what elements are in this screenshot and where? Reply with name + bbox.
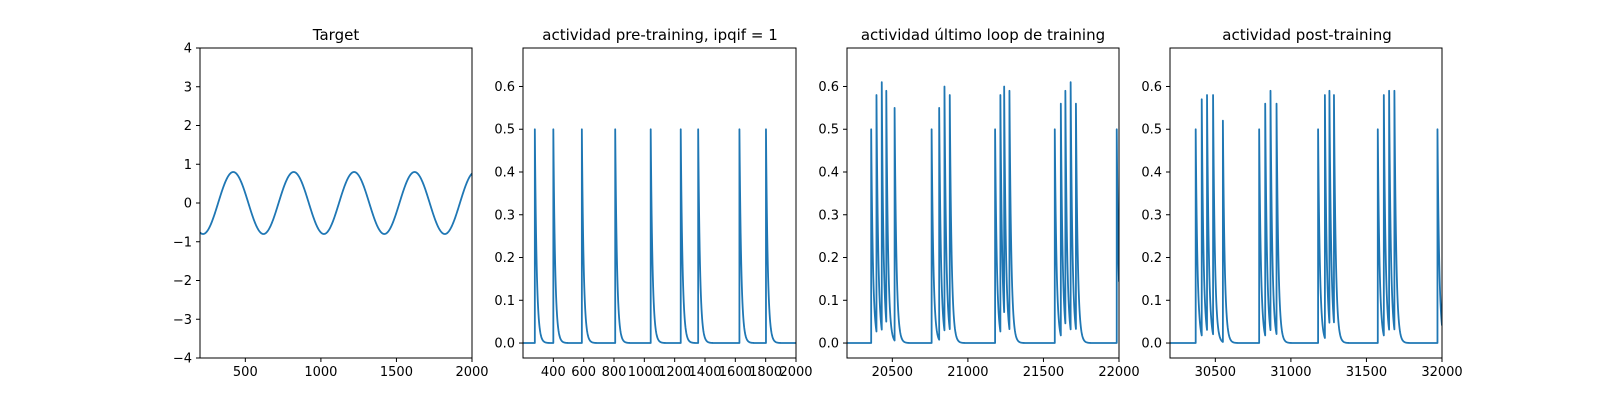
panel-2-xtick-label-5: 1400	[688, 365, 721, 380]
panel-2-xtick-label-1: 600	[571, 365, 596, 380]
panel-3-ytick-label-1: 0.1	[818, 294, 839, 309]
panel-4-series-line	[1170, 91, 1442, 343]
panel-3-ytick-label-2: 0.2	[818, 251, 839, 266]
panel-2-title: actividad pre-training, ipqif = 1	[542, 26, 778, 44]
panel-3-xtick-label-1: 21000	[947, 365, 988, 380]
panel-4-xtick-label-0: 30500	[1195, 365, 1236, 380]
panel-1-ytick-label-6: 2	[184, 119, 192, 134]
panel-1-title: Target	[312, 26, 360, 44]
panel-1-xtick-label-0: 500	[233, 365, 258, 380]
panel-3-ytick-label-5: 0.5	[818, 123, 839, 138]
panel-1-xtick-label-1: 1000	[304, 365, 337, 380]
panel-1-series-line	[200, 172, 472, 234]
panel-2-ytick-label-0: 0.0	[494, 337, 515, 352]
panel-1-axes-frame	[200, 48, 472, 358]
panel-3: actividad último loop de training 20500 2…	[818, 26, 1139, 380]
panel-1-ytick-label-0: −4	[173, 352, 192, 367]
panel-2-xtick-label-6: 1600	[719, 365, 752, 380]
panel-2-axes-frame	[523, 48, 796, 358]
panel-1-ytick-label-4: 0	[184, 197, 192, 212]
panel-2-xtick-label-7: 1800	[749, 365, 782, 380]
panel-4-ytick-label-2: 0.2	[1141, 251, 1162, 266]
panel-1: Target 500 1000 1500 2000 −4 −3 −2 −1 0 1 2 3 4	[173, 26, 489, 380]
panel-2-xtick-label-2: 800	[602, 365, 627, 380]
panel-1-ytick-label-2: −2	[173, 274, 192, 289]
panel-2-xtick-label-3: 1000	[628, 365, 661, 380]
panel-1-ytick-label-7: 3	[184, 80, 192, 95]
panel-4-xtick-label-1: 31000	[1270, 365, 1311, 380]
panel-3-title: actividad último loop de training	[861, 26, 1105, 44]
panel-4-xtick-label-2: 31500	[1346, 365, 1387, 380]
panel-3-ytick-label-0: 0.0	[818, 337, 839, 352]
panel-3-xtick-label-2: 21500	[1023, 365, 1064, 380]
panel-2-series-line	[523, 129, 796, 343]
panel-2-xtick-label-4: 1200	[658, 365, 691, 380]
panel-4: actividad post-training 30500 31000 31500 3…	[1141, 26, 1462, 380]
panel-3-ytick-label-6: 0.6	[818, 80, 839, 95]
panel-3-plot: 20500 21000 21500 22000 0.0 0.1 0.2 0.3 0.4 0.5 0.…	[818, 48, 1139, 380]
panel-2-ytick-label-6: 0.6	[494, 80, 515, 95]
panel-1-ytick-label-5: 1	[184, 158, 192, 173]
panel-3-ytick-label-4: 0.4	[818, 166, 839, 181]
panel-2-ytick-label-1: 0.1	[494, 294, 515, 309]
panel-3-series-line	[847, 82, 1119, 343]
panel-4-ytick-label-5: 0.5	[1141, 123, 1162, 138]
panel-1-ytick-label-1: −3	[173, 313, 192, 328]
panel-3-ytick-label-3: 0.3	[818, 208, 839, 223]
panel-1-xtick-label-2: 1500	[380, 365, 413, 380]
panel-2-ytick-label-2: 0.2	[494, 251, 515, 266]
panel-2-ytick-label-4: 0.4	[494, 166, 515, 181]
panel-4-ytick-label-0: 0.0	[1141, 337, 1162, 352]
panel-2-xtick-label-0: 400	[541, 365, 566, 380]
panel-2-ytick-label-3: 0.3	[494, 208, 515, 223]
panel-1-plot: 500 1000 1500 2000 −4 −3 −2 −1 0 1 2 3 4	[173, 42, 489, 381]
panel-4-plot: 30500 31000 31500 32000 0.0 0.1 0.2 0.3 0.4 0.5 0.…	[1141, 48, 1462, 380]
panel-2-xtick-label-8: 2000	[779, 365, 812, 380]
panel-4-ytick-label-4: 0.4	[1141, 166, 1162, 181]
panel-4-xtick-label-3: 32000	[1421, 365, 1462, 380]
panel-4-ytick-label-3: 0.3	[1141, 208, 1162, 223]
panel-3-xtick-label-0: 20500	[872, 365, 913, 380]
panel-2: actividad pre-training, ipqif = 1 400 600…	[494, 26, 812, 380]
panel-1-ytick-label-8: 4	[184, 42, 192, 57]
panel-4-ytick-label-1: 0.1	[1141, 294, 1162, 309]
panel-1-ytick-label-3: −1	[173, 235, 192, 250]
panel-1-xtick-label-3: 2000	[455, 365, 488, 380]
panel-4-title: actividad post-training	[1222, 26, 1391, 44]
panel-2-ytick-label-5: 0.5	[494, 123, 515, 138]
panel-4-ytick-label-6: 0.6	[1141, 80, 1162, 95]
panel-3-xtick-label-3: 22000	[1098, 365, 1139, 380]
